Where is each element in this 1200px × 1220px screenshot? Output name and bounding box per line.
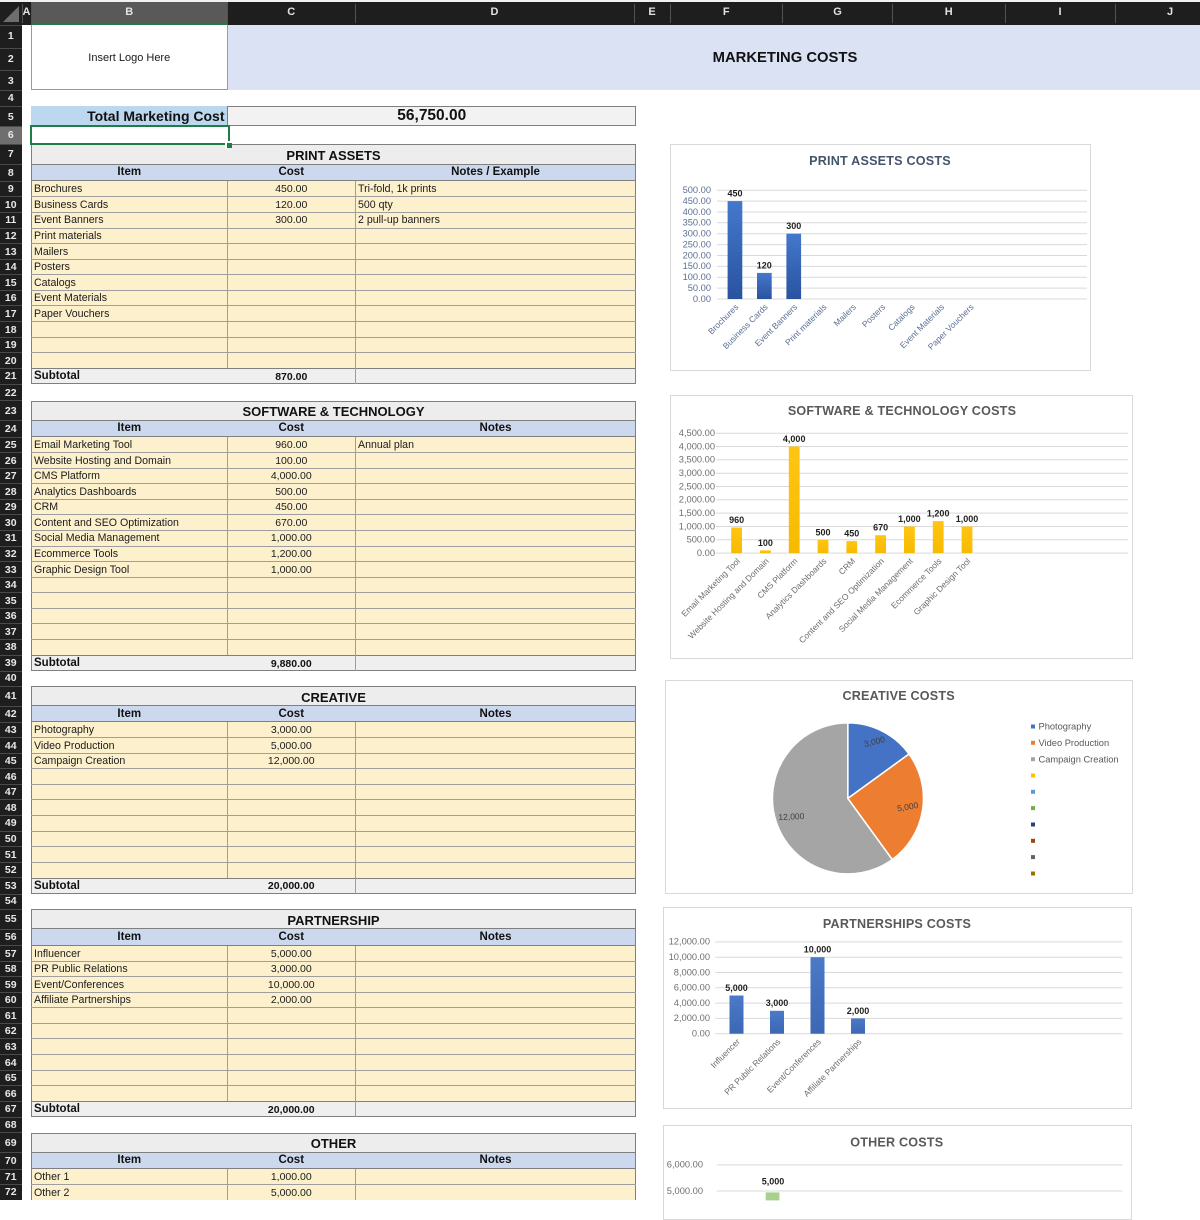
svg-text:500.00: 500.00 bbox=[682, 185, 710, 195]
svg-text:2,500.00: 2,500.00 bbox=[678, 481, 714, 491]
svg-text:PRINT ASSETS COSTS: PRINT ASSETS COSTS bbox=[809, 154, 951, 168]
svg-text:3,500.00: 3,500.00 bbox=[678, 454, 714, 464]
svg-text:0.00: 0.00 bbox=[692, 294, 710, 304]
svg-text:12,000: 12,000 bbox=[778, 811, 805, 822]
svg-text:300.00: 300.00 bbox=[682, 229, 710, 239]
svg-text:100.00: 100.00 bbox=[682, 272, 710, 282]
svg-text:500: 500 bbox=[815, 527, 830, 537]
svg-text:10,000.00: 10,000.00 bbox=[668, 952, 709, 962]
svg-text:4,000.00: 4,000.00 bbox=[678, 441, 714, 451]
svg-text:450.00: 450.00 bbox=[682, 196, 710, 206]
svg-text:0.00: 0.00 bbox=[691, 1028, 709, 1038]
svg-text:Campaign Creation: Campaign Creation bbox=[1039, 754, 1119, 764]
svg-text:3,000.00: 3,000.00 bbox=[678, 468, 714, 478]
svg-text:5,000: 5,000 bbox=[725, 983, 748, 993]
svg-text:150.00: 150.00 bbox=[682, 261, 710, 271]
svg-text:5,000: 5,000 bbox=[897, 800, 920, 814]
svg-text:670: 670 bbox=[873, 522, 888, 532]
svg-text:5,000.00: 5,000.00 bbox=[667, 1185, 703, 1195]
svg-text:200.00: 200.00 bbox=[682, 250, 710, 260]
svg-text:PARTNERSHIPS COSTS: PARTNERSHIPS COSTS bbox=[822, 917, 970, 931]
svg-text:10,000: 10,000 bbox=[803, 944, 831, 954]
svg-text:450: 450 bbox=[727, 189, 742, 199]
svg-text:960: 960 bbox=[729, 515, 744, 525]
svg-text:1,000: 1,000 bbox=[898, 514, 921, 524]
svg-text:500.00: 500.00 bbox=[686, 534, 714, 544]
svg-text:300: 300 bbox=[786, 221, 801, 231]
svg-text:400.00: 400.00 bbox=[682, 207, 710, 217]
svg-text:2,000: 2,000 bbox=[846, 1006, 869, 1016]
svg-text:350.00: 350.00 bbox=[682, 218, 710, 228]
svg-text:SOFTWARE & TECHNOLOGY COSTS: SOFTWARE & TECHNOLOGY COSTS bbox=[787, 404, 1015, 418]
svg-text:12,000.00: 12,000.00 bbox=[668, 936, 709, 946]
svg-text:250.00: 250.00 bbox=[682, 239, 710, 249]
svg-text:100: 100 bbox=[757, 537, 772, 547]
svg-text:2,000.00: 2,000.00 bbox=[673, 1013, 709, 1023]
svg-text:3,000: 3,000 bbox=[765, 998, 788, 1008]
svg-text:CREATIVE COSTS: CREATIVE COSTS bbox=[843, 689, 955, 703]
svg-text:50.00: 50.00 bbox=[687, 283, 710, 293]
svg-text:1,000.00: 1,000.00 bbox=[678, 521, 714, 531]
svg-text:6,000.00: 6,000.00 bbox=[667, 1159, 703, 1169]
svg-text:Video Production: Video Production bbox=[1039, 738, 1110, 748]
svg-text:5,000: 5,000 bbox=[762, 1176, 785, 1186]
svg-text:1,000: 1,000 bbox=[955, 514, 978, 524]
svg-text:8,000.00: 8,000.00 bbox=[673, 967, 709, 977]
svg-text:Photography: Photography bbox=[1039, 721, 1092, 731]
svg-text:1,200: 1,200 bbox=[926, 508, 949, 518]
svg-text:120: 120 bbox=[756, 260, 771, 270]
svg-text:OTHER COSTS: OTHER COSTS bbox=[850, 1135, 943, 1149]
svg-text:0.00: 0.00 bbox=[696, 547, 714, 557]
svg-text:6,000.00: 6,000.00 bbox=[673, 982, 709, 992]
svg-text:1,500.00: 1,500.00 bbox=[678, 507, 714, 517]
svg-text:4,500.00: 4,500.00 bbox=[678, 428, 714, 438]
svg-text:450: 450 bbox=[844, 528, 859, 538]
svg-text:4,000.00: 4,000.00 bbox=[673, 998, 709, 1008]
svg-text:4,000: 4,000 bbox=[782, 434, 805, 444]
svg-text:2,000.00: 2,000.00 bbox=[678, 494, 714, 504]
